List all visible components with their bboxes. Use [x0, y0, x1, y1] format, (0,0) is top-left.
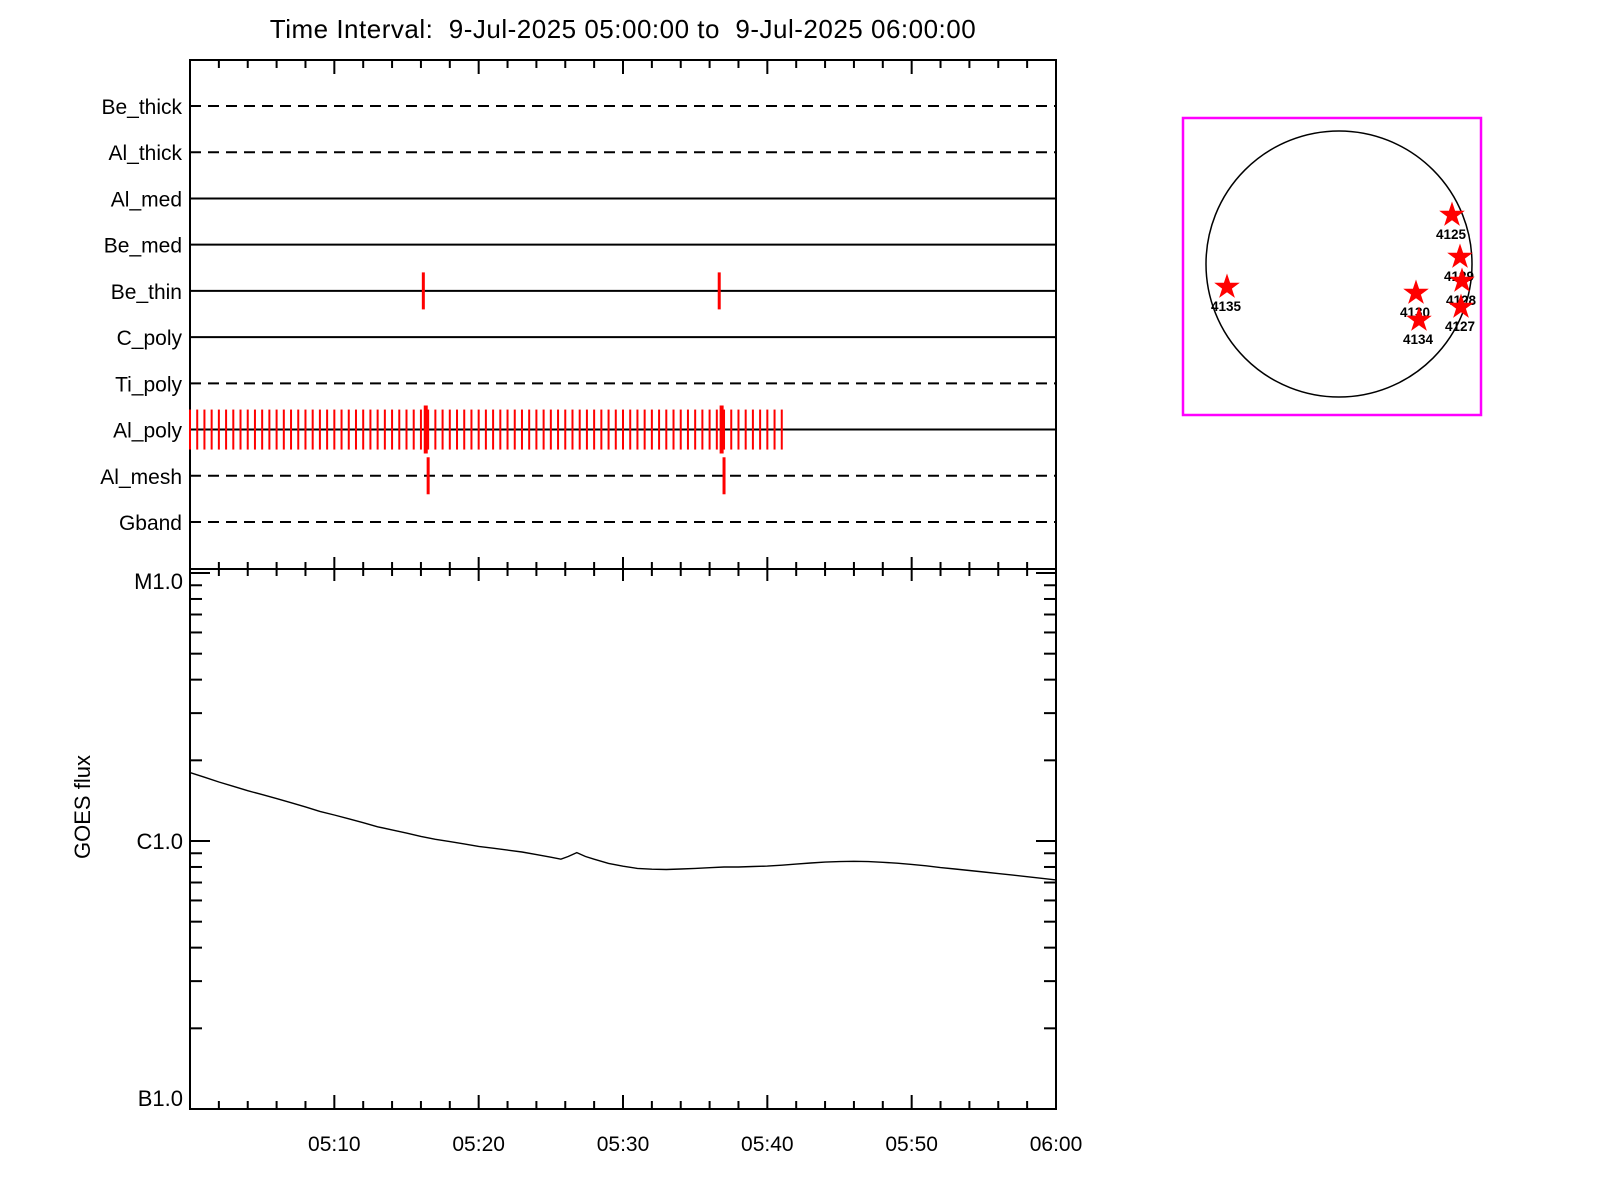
filter-label: Be_thin	[111, 281, 182, 304]
x-tick-label: 05:30	[597, 1133, 650, 1156]
filter-label: Al_med	[111, 188, 182, 211]
y-tick-label: C1.0	[137, 829, 183, 854]
filter-label: Al_thick	[108, 142, 182, 165]
solar-map-frame	[1181, 116, 1483, 417]
y-tick-label: B1.0	[138, 1086, 183, 1111]
x-tick-label: 05:40	[741, 1133, 794, 1156]
active-region-star	[1214, 273, 1240, 298]
active-region-star	[1439, 201, 1465, 226]
active-region-star	[1406, 306, 1432, 331]
y-tick-label: M1.0	[134, 569, 183, 594]
active-region-star	[1447, 243, 1473, 268]
filter-label: Be_thick	[101, 96, 182, 119]
filter-label: C_poly	[117, 327, 183, 350]
filter-label: Al_poly	[113, 420, 182, 443]
x-tick-label: 05:20	[452, 1133, 505, 1156]
filter-label: Al_mesh	[100, 466, 182, 489]
filter-label: Be_med	[104, 235, 182, 258]
active-region-star	[1449, 267, 1475, 292]
active-region-label: 4135	[1211, 299, 1242, 314]
filter-label: Gband	[119, 512, 182, 535]
active-region-star	[1448, 293, 1474, 318]
filter-label: Ti_poly	[115, 373, 182, 396]
active-region-label: 4134	[1403, 332, 1434, 347]
chart-title: Time Interval: 9-Jul-2025 05:00:00 to 9-…	[269, 14, 977, 44]
active-region-star	[1403, 279, 1429, 304]
active-region-label: 4127	[1445, 319, 1475, 334]
x-tick-label: 05:50	[885, 1133, 938, 1156]
goes-axis-title: GOES flux	[70, 755, 95, 859]
filter-panel-frame	[189, 59, 1057, 570]
goes-panel-frame	[189, 568, 1057, 1110]
x-tick-label: 06:00	[1030, 1133, 1083, 1156]
goes-flux-curve	[189, 771, 1057, 881]
active-region-label: 4125	[1436, 227, 1467, 242]
x-tick-label: 05:10	[308, 1133, 361, 1156]
solar-disk-limb	[1205, 130, 1473, 398]
